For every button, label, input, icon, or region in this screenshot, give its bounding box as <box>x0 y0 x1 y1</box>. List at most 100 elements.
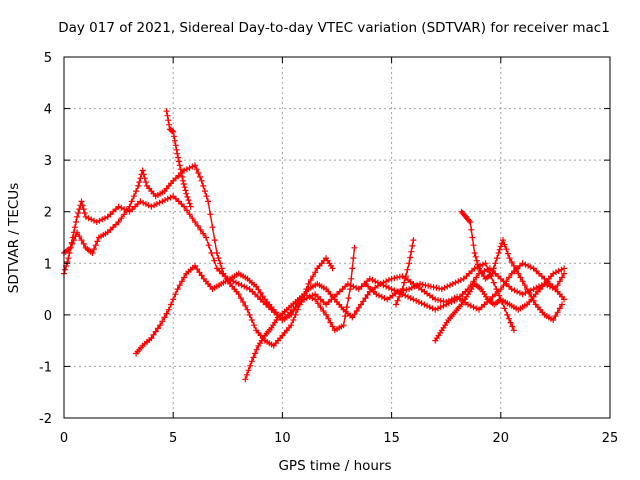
data-point <box>552 269 559 276</box>
x-axis-label: GPS time / hours <box>278 458 391 474</box>
data-point <box>99 216 106 223</box>
data-point <box>507 319 514 326</box>
data-point <box>235 280 242 287</box>
data-point <box>435 305 441 312</box>
y-tick-label: 4 <box>44 103 52 118</box>
data-point <box>91 246 97 253</box>
data-point <box>174 286 181 293</box>
data-point <box>351 244 358 251</box>
data-point <box>466 217 473 224</box>
data-point <box>209 224 216 231</box>
data-point <box>364 291 371 298</box>
data-point <box>393 301 399 308</box>
data-point <box>342 313 349 320</box>
data-point <box>323 311 330 318</box>
data-point <box>78 237 85 244</box>
data-point <box>248 358 255 365</box>
data-point <box>530 286 537 293</box>
data-point <box>349 265 356 272</box>
data-point <box>148 335 155 342</box>
data-point <box>115 203 122 210</box>
data-point <box>197 226 204 233</box>
data-point <box>163 310 170 317</box>
data-point <box>140 199 147 206</box>
data-point <box>91 217 97 224</box>
data-point <box>73 219 79 225</box>
data-point <box>385 277 392 283</box>
data-point <box>288 322 295 329</box>
data-point <box>192 162 198 169</box>
data-point <box>257 289 264 296</box>
data-point <box>306 293 313 300</box>
data-point <box>157 322 164 329</box>
plot-frame <box>63 56 611 419</box>
data-point <box>381 295 388 302</box>
data-point <box>561 270 568 277</box>
data-point <box>490 265 497 272</box>
data-point <box>166 121 173 128</box>
data-point <box>92 242 99 249</box>
data-point <box>205 198 212 205</box>
data-point <box>93 219 100 225</box>
data-point <box>65 255 72 262</box>
data-point <box>115 219 122 225</box>
data-point <box>347 286 354 293</box>
data-point <box>526 289 533 296</box>
data-point <box>203 234 209 241</box>
data-point <box>197 173 203 180</box>
series-line <box>244 247 356 380</box>
data-point <box>142 179 149 186</box>
data-point <box>80 240 87 247</box>
data-point <box>550 270 557 277</box>
data-point <box>173 146 180 153</box>
data-point <box>383 278 390 285</box>
data-point <box>310 273 316 280</box>
data-point <box>517 274 524 281</box>
data-point <box>150 331 157 338</box>
data-point <box>528 293 535 300</box>
data-point <box>121 206 128 213</box>
data-point <box>519 278 526 285</box>
data-point <box>407 295 414 302</box>
data-point <box>133 188 140 195</box>
data-point <box>406 286 413 293</box>
data-point <box>317 304 324 311</box>
data-point <box>500 237 506 244</box>
data-point <box>479 261 486 268</box>
data-point <box>345 295 352 302</box>
data-point <box>494 255 500 262</box>
data-point <box>467 302 474 309</box>
data-point <box>215 255 222 262</box>
data-point <box>164 195 171 202</box>
data-point <box>448 296 455 303</box>
chart-title: Day 017 of 2021, Sidereal Day-to-day VTE… <box>58 20 610 36</box>
data-point <box>248 317 255 323</box>
data-point <box>151 202 158 209</box>
data-point <box>184 193 191 200</box>
data-point <box>409 242 416 249</box>
data-point <box>152 328 159 335</box>
data-point <box>485 266 492 273</box>
data-point <box>180 181 187 187</box>
data-point <box>366 275 373 282</box>
data-point <box>186 200 193 207</box>
data-point <box>177 166 184 173</box>
data-point <box>372 278 379 285</box>
data-point <box>441 284 448 291</box>
data-point <box>473 257 480 264</box>
data-point <box>350 255 357 262</box>
data-point <box>255 286 262 293</box>
data-point <box>251 322 257 329</box>
data-point <box>183 207 190 214</box>
data-point <box>510 327 517 334</box>
data-point <box>425 282 432 289</box>
data-point <box>554 309 561 316</box>
data-point <box>118 204 125 211</box>
data-point <box>524 286 530 293</box>
axes: 0 5 10 15 20 25 -2 -1 0 1 2 3 4 5 <box>39 51 618 446</box>
data-point <box>498 299 505 305</box>
data-point <box>252 350 259 357</box>
x-tick-label: 5 <box>169 431 177 446</box>
data-point <box>250 354 257 361</box>
data-point <box>96 217 103 224</box>
